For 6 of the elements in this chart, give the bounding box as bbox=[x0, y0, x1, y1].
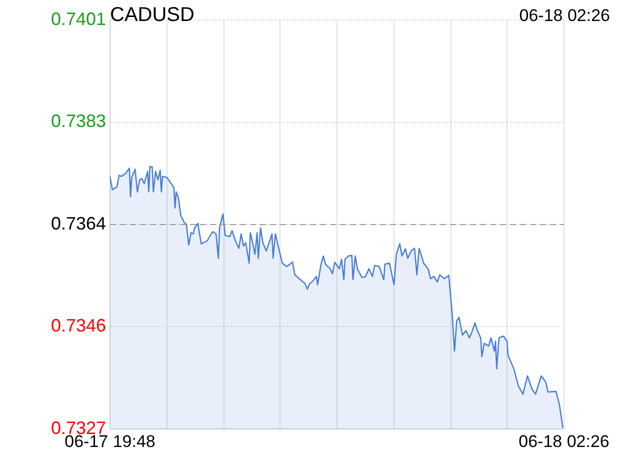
chart-title: CADUSD bbox=[110, 4, 194, 27]
y-tick-label: 0.7401 bbox=[50, 8, 106, 29]
y-tick-label: 0.7346 bbox=[50, 316, 106, 336]
y-tick-label: 0.7364 bbox=[50, 213, 106, 234]
y-tick-label: 0.7383 bbox=[50, 111, 106, 132]
annotation: 06-18 02:26 bbox=[519, 6, 610, 26]
